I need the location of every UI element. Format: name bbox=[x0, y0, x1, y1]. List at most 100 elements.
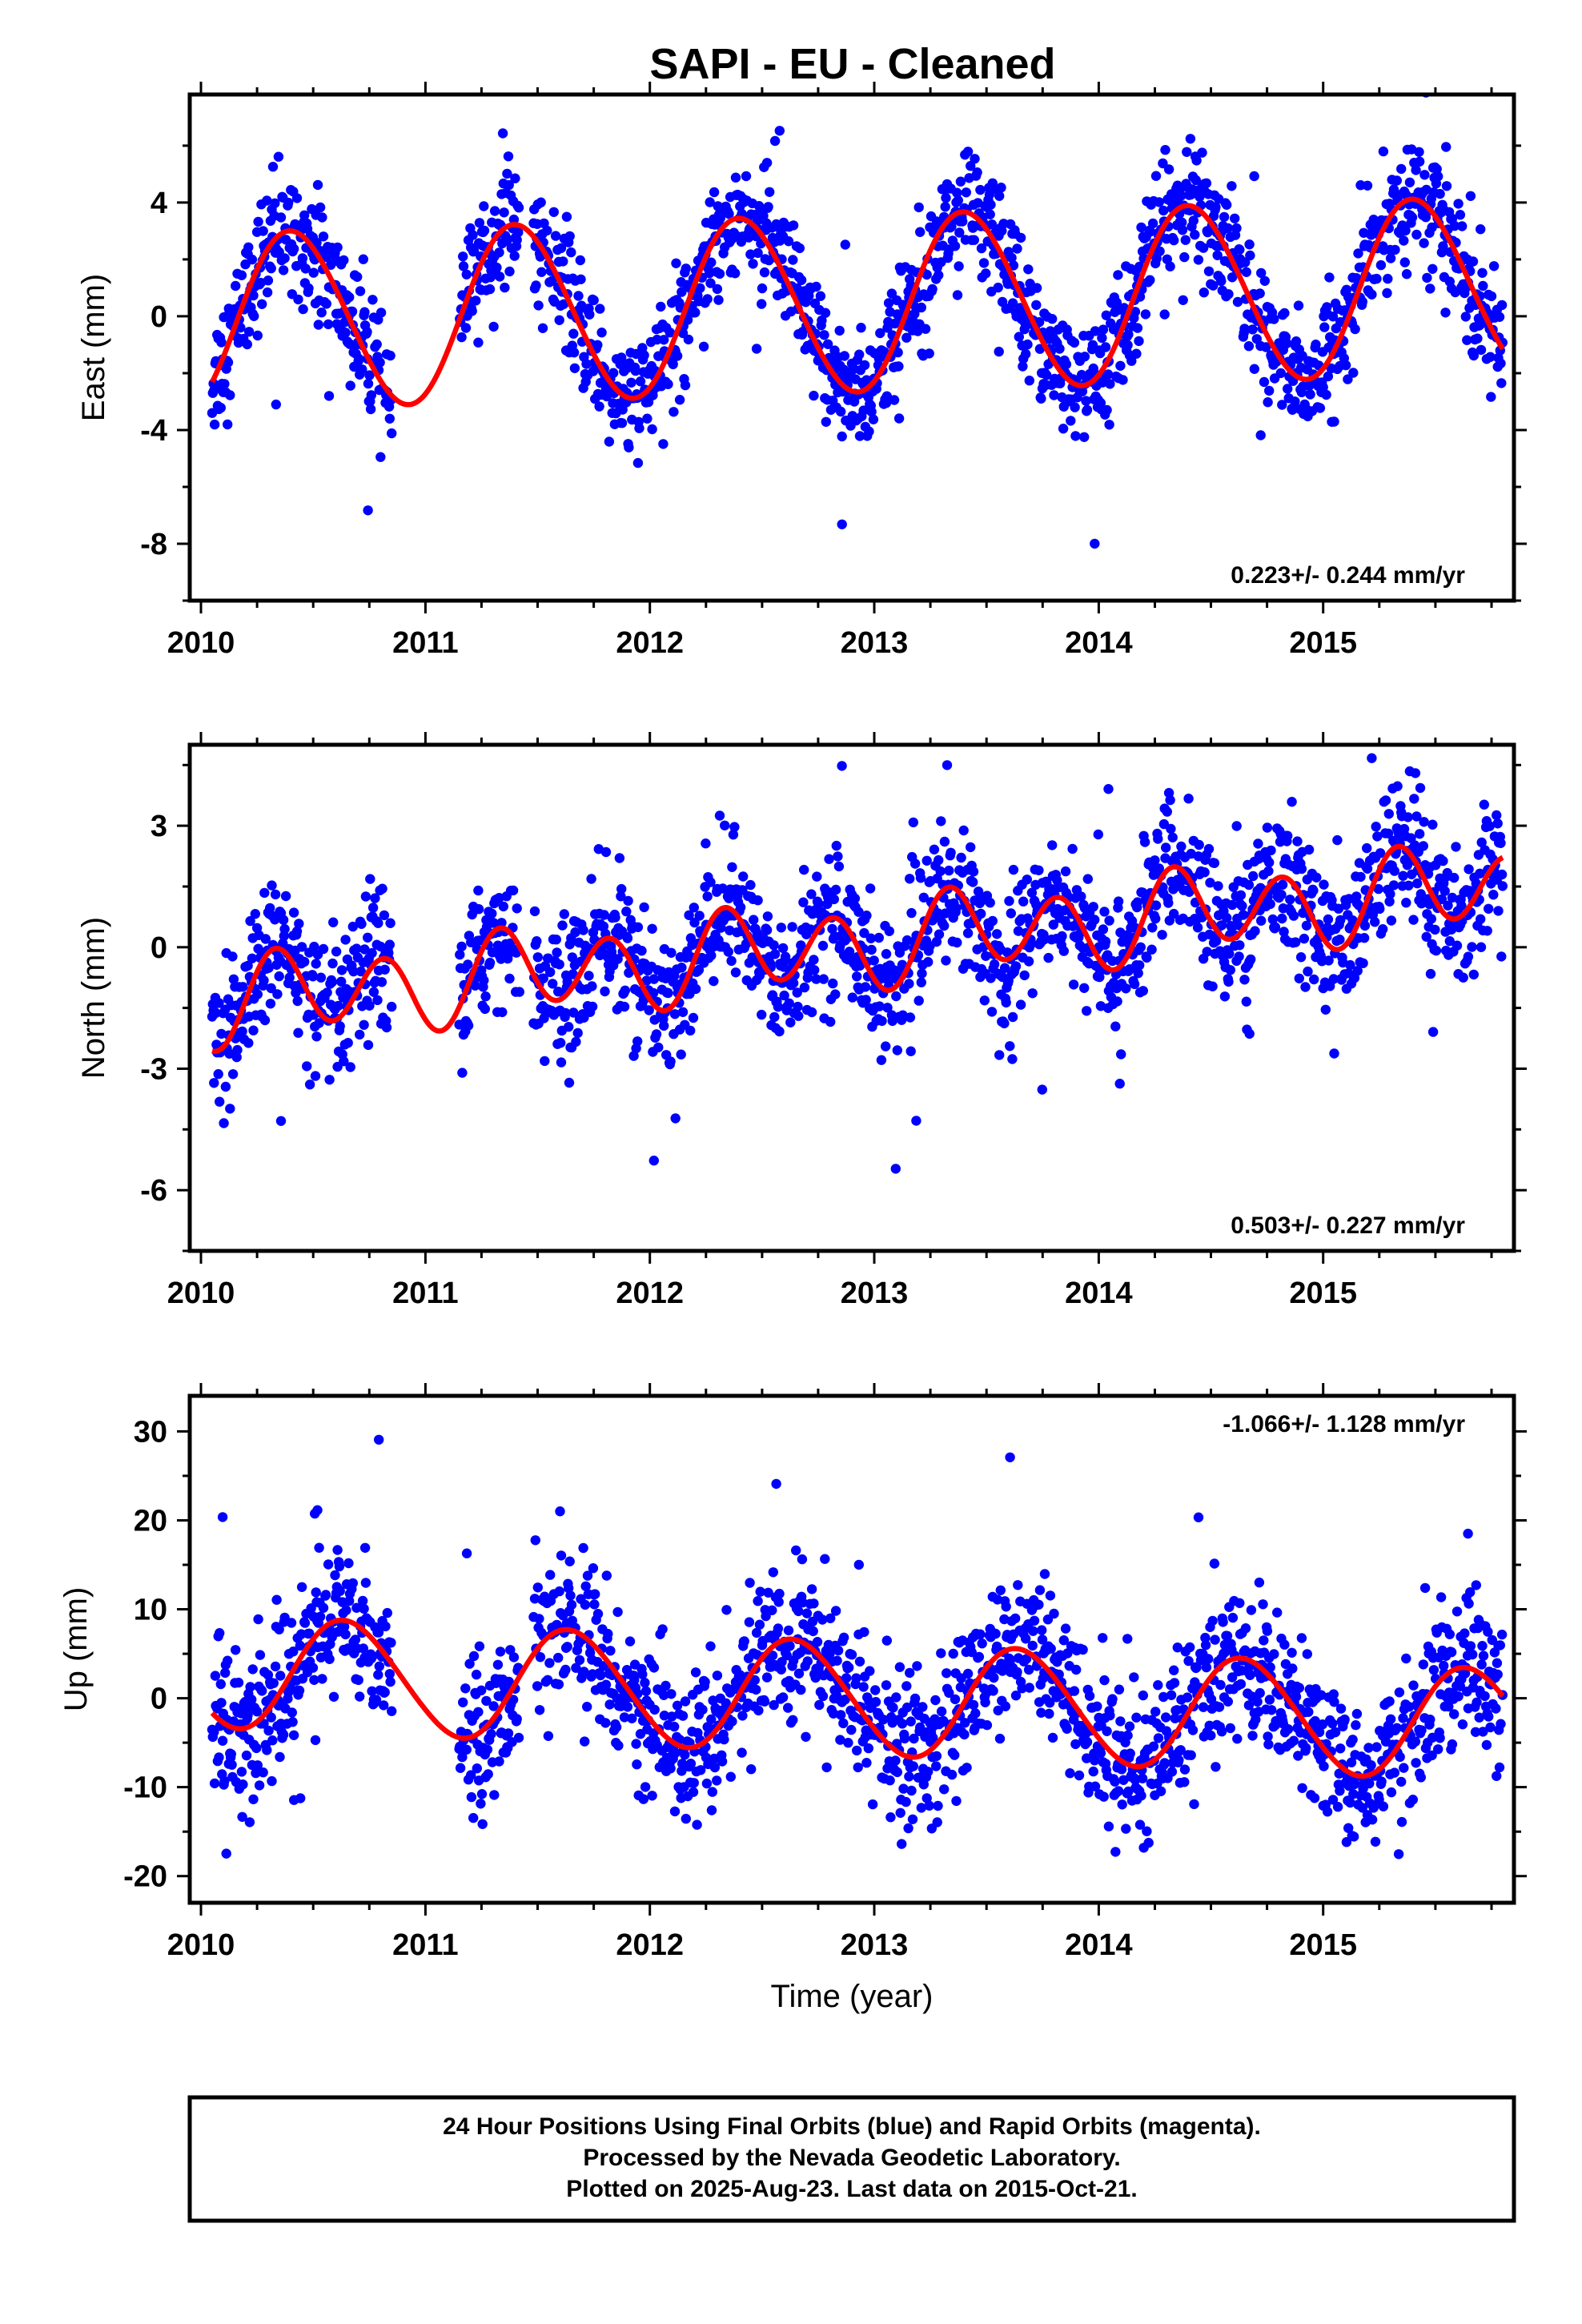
data-point bbox=[554, 315, 564, 325]
data-point bbox=[1015, 999, 1026, 1010]
data-point bbox=[904, 979, 914, 989]
data-point bbox=[231, 280, 241, 292]
data-point bbox=[1185, 134, 1196, 144]
data-point bbox=[243, 1038, 254, 1048]
data-point bbox=[1277, 913, 1287, 924]
data-point bbox=[355, 966, 366, 977]
data-point bbox=[861, 911, 872, 921]
data-point bbox=[916, 1803, 927, 1813]
data-point bbox=[1345, 959, 1355, 971]
data-point bbox=[683, 334, 694, 345]
data-point bbox=[236, 1767, 247, 1777]
data-point bbox=[275, 1751, 285, 1763]
y-tick-label: 0 bbox=[151, 931, 167, 965]
data-point bbox=[219, 1775, 230, 1787]
data-point bbox=[495, 1647, 506, 1657]
data-point bbox=[809, 390, 819, 401]
data-point bbox=[769, 949, 781, 959]
data-point bbox=[694, 911, 705, 921]
data-point bbox=[728, 830, 739, 840]
data-point bbox=[545, 967, 556, 978]
data-point bbox=[1061, 359, 1072, 370]
data-point bbox=[455, 949, 465, 960]
data-point bbox=[651, 1029, 662, 1039]
data-point bbox=[773, 1623, 784, 1634]
data-point bbox=[556, 243, 567, 253]
data-point bbox=[1036, 393, 1046, 404]
data-point bbox=[1256, 267, 1267, 279]
data-point bbox=[704, 268, 715, 279]
data-point bbox=[565, 1590, 576, 1601]
data-point bbox=[566, 247, 576, 258]
data-point bbox=[727, 1716, 737, 1727]
data-point bbox=[1012, 1667, 1022, 1678]
data-point bbox=[1256, 915, 1267, 926]
data-point bbox=[901, 1681, 912, 1691]
data-point-outlier bbox=[648, 1156, 659, 1166]
data-point bbox=[730, 268, 741, 279]
data-point bbox=[313, 320, 323, 330]
data-point bbox=[1247, 324, 1258, 335]
data-point bbox=[335, 1586, 345, 1596]
data-point bbox=[712, 1775, 722, 1786]
data-point bbox=[534, 1614, 544, 1624]
data-point bbox=[1367, 289, 1377, 300]
data-point bbox=[1362, 180, 1373, 191]
data-point bbox=[578, 1542, 588, 1554]
data-point bbox=[492, 1659, 504, 1670]
data-point bbox=[219, 379, 230, 389]
data-point bbox=[796, 275, 807, 285]
data-point bbox=[1180, 235, 1191, 245]
data-point bbox=[568, 969, 578, 979]
data-point bbox=[689, 1778, 699, 1788]
data-point bbox=[573, 291, 584, 301]
data-point bbox=[873, 932, 885, 943]
data-point bbox=[1022, 875, 1033, 885]
data-point bbox=[238, 1779, 248, 1790]
data-point bbox=[1370, 917, 1380, 927]
data-point bbox=[252, 330, 263, 341]
data-point bbox=[723, 947, 733, 957]
data-point bbox=[367, 295, 378, 305]
data-point bbox=[916, 977, 927, 987]
data-point bbox=[1375, 903, 1385, 915]
data-point bbox=[761, 1672, 773, 1683]
data-point bbox=[863, 1743, 874, 1754]
data-point bbox=[1323, 955, 1334, 966]
data-point bbox=[958, 216, 968, 227]
data-point bbox=[513, 1732, 524, 1743]
data-point bbox=[1484, 903, 1494, 915]
data-point bbox=[1058, 946, 1070, 956]
data-point bbox=[725, 1771, 736, 1782]
data-point bbox=[616, 891, 626, 902]
data-point bbox=[1410, 768, 1421, 778]
data-point bbox=[833, 861, 845, 872]
data-point bbox=[252, 989, 263, 999]
data-point bbox=[344, 1595, 355, 1606]
data-point bbox=[556, 1038, 566, 1048]
data-point bbox=[700, 1677, 710, 1687]
data-point bbox=[339, 255, 349, 266]
data-point bbox=[379, 964, 390, 975]
data-point bbox=[1415, 782, 1426, 794]
data-point bbox=[638, 1794, 648, 1804]
data-point bbox=[328, 917, 339, 927]
data-point bbox=[981, 268, 991, 279]
data-point bbox=[1098, 924, 1109, 935]
data-point bbox=[223, 419, 233, 430]
data-point bbox=[1438, 855, 1448, 866]
data-point bbox=[1300, 982, 1311, 992]
data-point bbox=[988, 1686, 998, 1696]
data-point bbox=[906, 1785, 917, 1796]
data-point bbox=[689, 917, 700, 928]
data-point bbox=[622, 933, 633, 943]
data-point bbox=[974, 1651, 985, 1663]
data-point bbox=[1148, 870, 1159, 880]
data-point bbox=[924, 1800, 934, 1811]
data-point bbox=[373, 1670, 383, 1680]
data-point bbox=[1102, 1726, 1112, 1736]
data-point bbox=[1001, 1602, 1011, 1612]
data-point bbox=[946, 847, 956, 858]
data-point bbox=[496, 918, 507, 928]
data-point bbox=[631, 1739, 641, 1749]
